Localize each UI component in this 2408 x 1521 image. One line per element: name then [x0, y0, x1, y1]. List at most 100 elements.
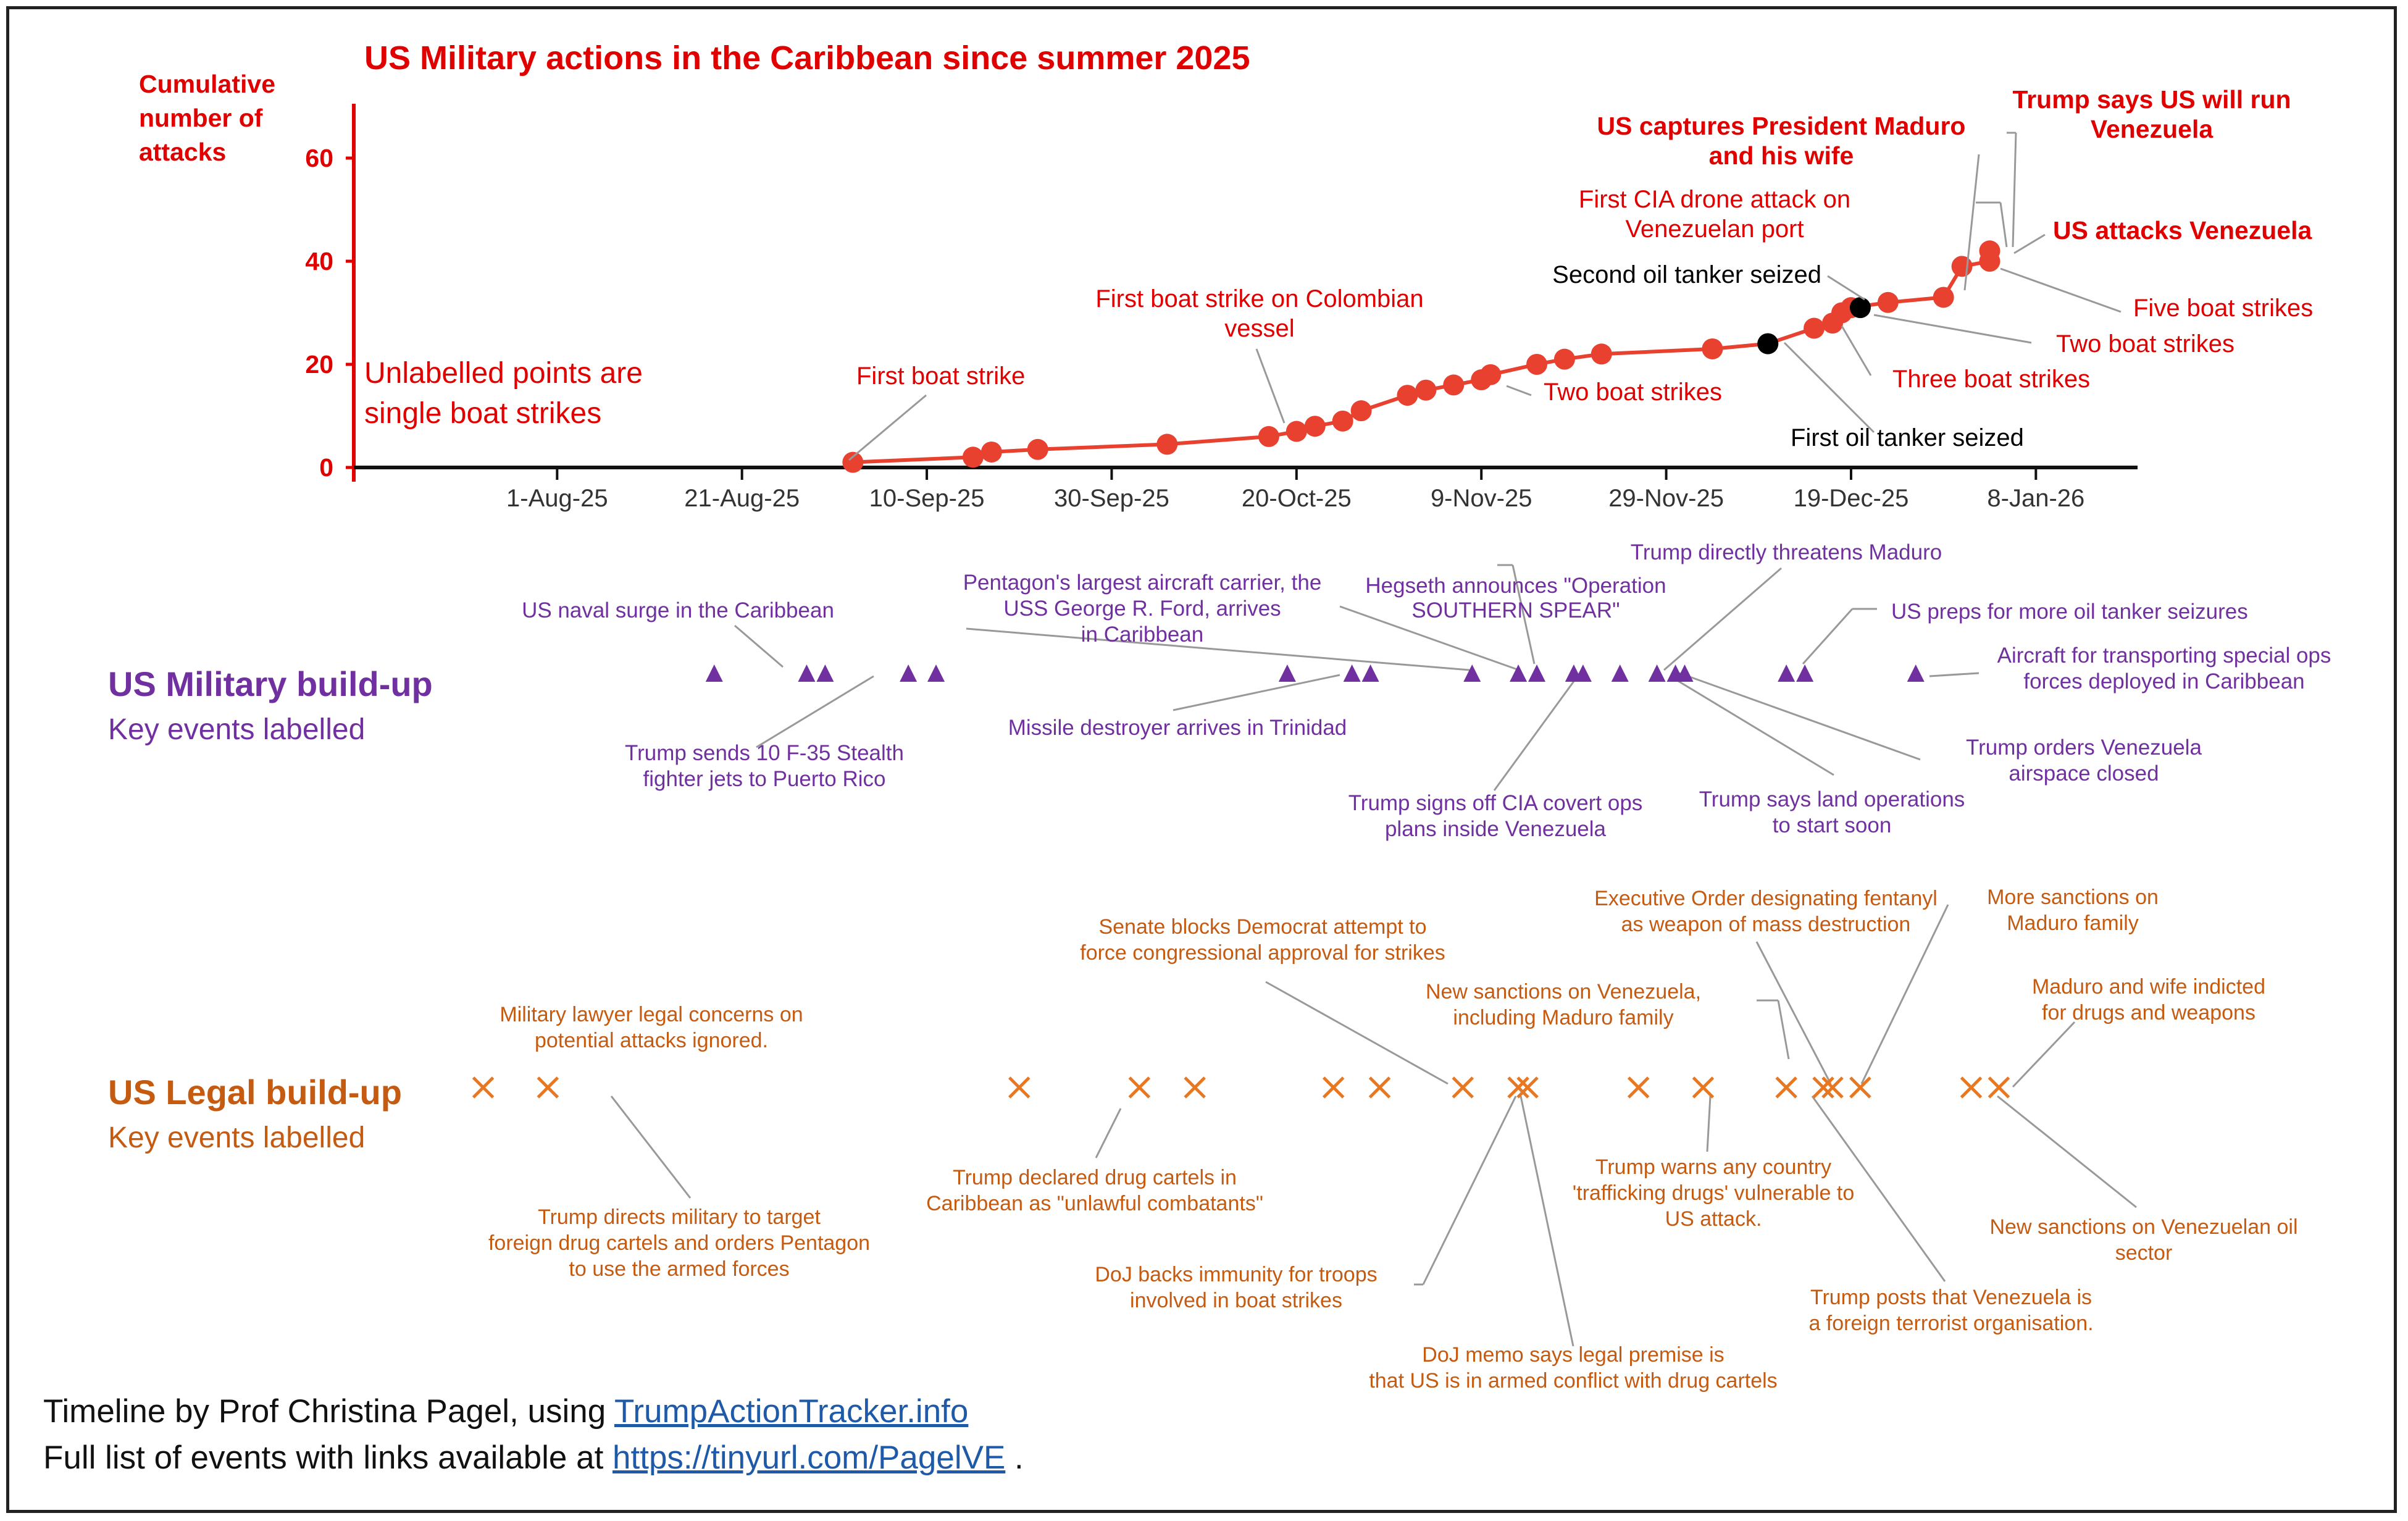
military-event-marker — [1648, 664, 1666, 682]
legal-event-marker — [1812, 1076, 1834, 1099]
data-point — [1332, 410, 1353, 432]
data-point — [842, 451, 864, 473]
chart-leaders — [848, 132, 2122, 461]
data-point — [1480, 364, 1502, 385]
military-label-threatens-maduro: Trump directly threatens Maduro — [1631, 540, 1942, 564]
y-tick-label: 40 — [305, 247, 333, 275]
military-label-cia-covert-ops: Trump signs off CIA covert ops plans insi… — [1348, 791, 1643, 841]
oil-tanker-point — [1849, 297, 1871, 319]
tracker-link[interactable]: TrumpActionTracker.info — [614, 1393, 969, 1430]
military-label-naval-surge: US naval surge in the Caribbean — [522, 598, 834, 622]
military-event-marker — [1778, 664, 1796, 682]
legal-label-terrorist-org: Trump posts that Venezuela is a foreign t… — [1808, 1286, 2093, 1335]
legal-event-marker — [1008, 1076, 1031, 1099]
data-point — [1702, 338, 1723, 359]
legal-event-marker — [1128, 1076, 1151, 1099]
legal-label-fentanyl-eo: Executive Order designating fentanyl as w… — [1594, 887, 1938, 936]
annotation-maduro-captured: US captures President Maduro and his wife — [1597, 112, 1966, 170]
data-point — [1443, 374, 1465, 396]
chart-title: US Military actions in the Caribbean sin… — [364, 40, 1250, 77]
legal-event-marker — [1692, 1076, 1715, 1099]
data-point — [1027, 438, 1048, 460]
military-event-marker — [927, 664, 945, 682]
military-label-special-ops-aircraft: Aircraft for transporting special ops for… — [1997, 643, 2331, 693]
military-label-missile-destroyer: Missile destroyer arrives in Trinidad — [1008, 716, 1347, 740]
y-tick-label: 60 — [305, 144, 333, 172]
footer-credit-text: Timeline by Prof Christina Pagel, using — [43, 1393, 614, 1430]
x-tick-label: 1-Aug-25 — [506, 485, 608, 512]
military-event-marker — [1676, 664, 1694, 682]
military-event-marker — [1907, 664, 1925, 682]
annotation-three-boat-strikes: Three boat strikes — [1892, 366, 2090, 393]
military-event-marker — [1796, 664, 1814, 682]
military-event-marker — [816, 664, 834, 682]
annotation-trump-run-venezuela: Trump says US will run Venezuela — [2012, 85, 2291, 143]
military-event-marker — [1510, 664, 1528, 682]
legal-event-marker — [1960, 1076, 1983, 1099]
footer-list-suffix: . — [1005, 1439, 1024, 1476]
data-point — [962, 446, 984, 468]
military-label-southern-spear: Hegseth announces "Operation SOUTHERN SPE… — [1365, 574, 1666, 622]
legal-event-marker — [1516, 1076, 1539, 1099]
data-point — [1951, 256, 1973, 277]
annotation-cia-drone-attack: First CIA drone attack on Venezuelan port — [1579, 186, 1850, 243]
military-subtitle: Key events labelled — [108, 713, 365, 746]
data-point — [1933, 287, 1954, 308]
legal-event-marker — [1821, 1076, 1844, 1099]
legal-label-oil-sector-sanctions: New sanctions on Venezuelan oil sector — [1990, 1215, 2298, 1265]
footer-list: Full list of events with links available… — [43, 1439, 1024, 1477]
x-tick-label: 9-Nov-25 — [1431, 485, 1532, 512]
annotation-two-boat-strikes-dec: Two boat strikes — [2056, 330, 2235, 358]
data-point — [1415, 379, 1437, 401]
legal-leaders — [610, 904, 2137, 1347]
military-event-marker — [1528, 664, 1546, 682]
footer-credit: Timeline by Prof Christina Pagel, using … — [43, 1393, 968, 1430]
military-label-oil-tanker-prep: US preps for more oil tanker seizures — [1891, 600, 2248, 624]
annotation-five-boat-strikes: Five boat strikes — [2133, 295, 2313, 322]
legal-label-venezuela-sanctions: New sanctions on Venezuela, including Mad… — [1426, 980, 1701, 1029]
legal-event-marker — [1627, 1076, 1650, 1099]
annotation-us-attacks-venezuela: US attacks Venezuela — [2053, 216, 2313, 245]
legal-event-marker — [1849, 1076, 1871, 1099]
tinyurl-link[interactable]: https://tinyurl.com/PagelVE — [612, 1439, 1006, 1476]
oil-tanker-point — [1757, 333, 1779, 354]
data-point — [1526, 354, 1548, 375]
military-event-marker — [1611, 664, 1629, 682]
military-event-marker — [1574, 664, 1592, 682]
legal-label-maduro-indicted: Maduro and wife indicted for drugs and we… — [2032, 975, 2265, 1024]
military-event-marker — [1361, 664, 1379, 682]
data-point — [1877, 291, 1899, 313]
x-tick-label: 20-Oct-25 — [1242, 485, 1352, 512]
x-tick-label: 10-Sep-25 — [869, 485, 985, 512]
military-leaders — [734, 564, 1979, 791]
legal-label-senate-blocks: Senate blocks Democrat attempt to force c… — [1080, 915, 1445, 965]
data-point — [1258, 425, 1279, 447]
y-tick-label: 20 — [305, 350, 333, 379]
legal-event-marker — [537, 1076, 559, 1099]
x-tick-label: 8-Jan-26 — [1987, 485, 2084, 512]
x-tick-label: 30-Sep-25 — [1054, 485, 1169, 512]
legal-label-doj-immunity: DoJ backs immunity for troops involved in… — [1095, 1263, 1377, 1312]
military-label-aircraft-carrier: Pentagon's largest aircraft carrier, the… — [963, 571, 1322, 647]
legal-event-marker — [1775, 1076, 1797, 1099]
data-point — [1304, 416, 1326, 437]
military-event-marker — [1463, 664, 1481, 682]
legal-label-maduro-family-sanctions: More sanctions on Maduro family — [1987, 886, 2159, 935]
data-point — [1591, 343, 1612, 365]
x-tick-label: 19-Dec-25 — [1794, 485, 1909, 512]
legal-title: US Legal build-up — [108, 1073, 402, 1112]
military-title: US Military build-up — [108, 664, 433, 703]
legal-event-marker — [1184, 1076, 1206, 1099]
military-label-land-operations: Trump says land operations to start soon — [1699, 787, 1965, 837]
data-point — [1286, 421, 1307, 442]
legal-event-marker — [1507, 1076, 1529, 1099]
x-tick-label: 29-Nov-25 — [1608, 485, 1724, 512]
legal-label-doj-memo: DoJ memo says legal premise is that US is… — [1369, 1343, 1777, 1393]
annotation-first-boat-strike: First boat strike — [856, 362, 1025, 390]
legal-event-marker — [1988, 1076, 2010, 1099]
data-point — [1553, 348, 1575, 370]
legal-event-marker — [1452, 1076, 1474, 1099]
data-point — [1156, 434, 1178, 455]
data-point — [1979, 240, 2000, 262]
